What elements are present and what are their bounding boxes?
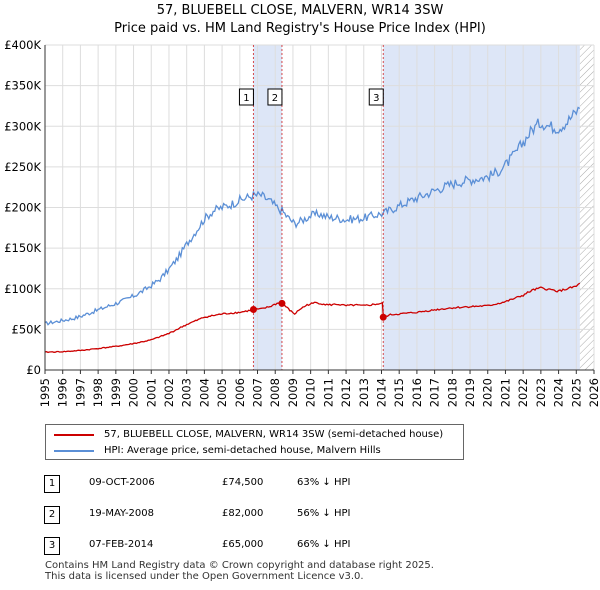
sale-marker-label: 1 [243,93,249,104]
legend-label-property: 57, BLUEBELL CLOSE, MALVERN, WR14 3SW (s… [104,429,444,440]
transaction-price: £65,000 [222,539,264,550]
y-tick-label: £400K [4,38,41,52]
transaction-row: 3 07-FEB-2014 £65,000 66% ↓ HPI [0,537,600,557]
sale-point [278,299,286,307]
x-tick-label: 2009 [286,378,300,407]
x-tick-label: 2014 [374,378,388,407]
y-tick-label: £200K [4,201,41,215]
x-tick-label: 2026 [587,378,600,407]
y-tick-label: £0 [26,363,41,377]
property-price-line [45,282,581,354]
legend-label-hpi: HPI: Average price, semi-detached house,… [104,445,381,456]
x-tick-label: 2013 [357,378,371,407]
chart-subtitle: Price paid vs. HM Land Registry's House … [114,21,486,36]
transaction-price: £74,500 [222,477,264,488]
x-tick-label: 2015 [392,378,406,407]
transaction-hpi-diff: 56% ↓ HPI [297,508,351,519]
chart-title: 57, BLUEBELL CLOSE, MALVERN, WR14 3SW [156,3,444,18]
x-tick-label: 2017 [428,378,442,407]
x-tick-label: 1996 [56,378,70,407]
x-tick-label: 2004 [197,378,211,407]
y-tick-label: £300K [4,119,41,133]
transaction-number: 3 [44,537,60,555]
sale-marker-box [267,88,283,106]
sale-marker-label: 3 [373,93,379,104]
x-tick-label: 2001 [144,378,158,407]
transaction-hpi-diff: 66% ↓ HPI [297,539,351,550]
y-tick-label: £250K [4,160,41,174]
legend: 57, BLUEBELL CLOSE, MALVERN, WR14 3SW (s… [45,424,464,460]
x-tick-label: 1999 [109,378,123,407]
y-tick-label: £50K [12,322,42,336]
legend-swatch-hpi [54,450,94,452]
x-tick-label: 2012 [339,378,353,407]
x-tick-label: 2019 [463,378,477,407]
price-chart: 1 2 3 £0 £50K £100K £150K £200K £250K £300K £350K… [4,38,600,407]
transaction-row: 1 09-OCT-2006 £74,500 63% ↓ HPI [0,475,600,495]
footer-copyright: Contains HM Land Registry data © Crown c… [45,560,434,571]
x-tick-label: 2005 [215,378,229,407]
footer: Contains HM Land Registry data © Crown c… [45,560,434,582]
x-tick-label: 2018 [445,378,459,407]
transaction-number: 1 [44,475,60,493]
hpi-line [45,106,581,326]
x-tick-label: 2007 [251,378,265,407]
x-tick-label: 2022 [516,378,530,407]
x-tick-label: 2021 [498,378,512,407]
x-tick-label: 2000 [127,378,141,407]
x-tick-label: 2006 [233,378,247,407]
sale-marker-box [238,88,254,106]
transaction-date: 19-MAY-2008 [89,508,155,519]
x-tick-label: 2024 [552,378,566,407]
legend-swatch-property [54,434,94,436]
x-tick-label: 1995 [38,378,52,407]
transaction-price: £82,000 [222,508,264,519]
x-tick-label: 2023 [534,378,548,407]
transaction-row: 2 19-MAY-2008 £82,000 56% ↓ HPI [0,506,600,526]
transaction-date: 09-OCT-2006 [89,477,155,488]
sale-point [249,305,257,313]
x-tick-label: 2008 [268,378,282,407]
x-tick-label: 2002 [162,378,176,407]
x-tick-label: 2025 [569,378,583,407]
transaction-hpi-diff: 63% ↓ HPI [297,477,351,488]
x-tick-label: 1998 [91,378,105,407]
sale-marker-label: 2 [272,93,278,104]
x-tick-label: 2010 [304,378,318,407]
y-tick-label: £100K [4,282,41,296]
x-tick-label: 2011 [321,378,335,407]
transaction-date: 07-FEB-2014 [89,539,154,550]
y-tick-label: £150K [4,241,41,255]
x-tick-label: 2016 [410,378,424,407]
sale-marker-box [368,88,384,106]
transaction-number: 2 [44,506,60,524]
y-tick-label: £350K [4,79,41,93]
x-tick-label: 1997 [73,378,87,407]
x-tick-label: 2020 [481,378,495,407]
x-tick-label: 2003 [180,378,194,407]
footer-licence: This data is licensed under the Open Gov… [45,571,364,582]
sale-point [379,313,387,321]
